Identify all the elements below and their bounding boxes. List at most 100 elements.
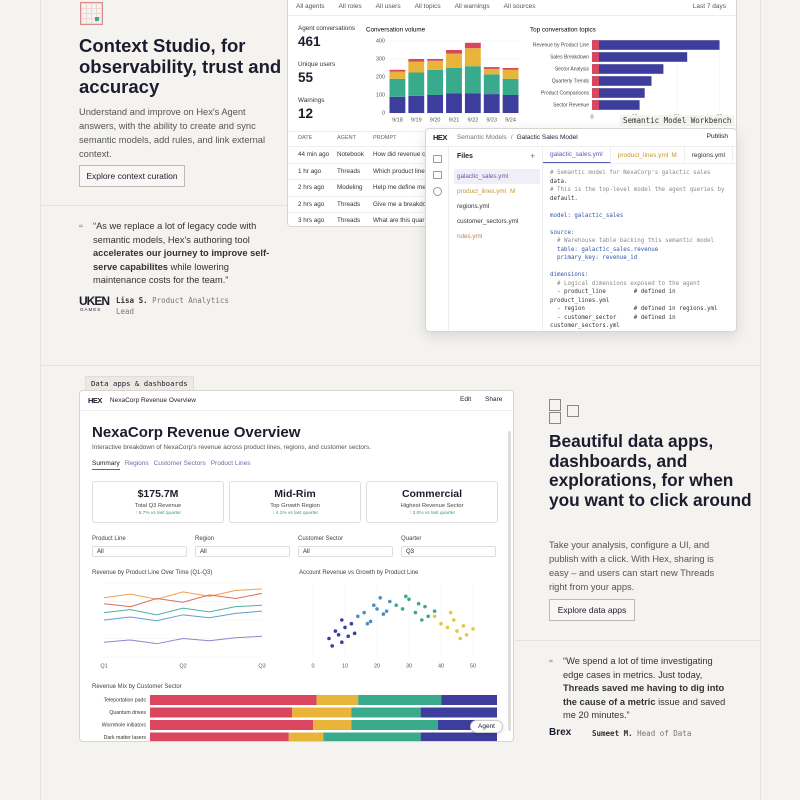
chart-title: Revenue Mix by Customer Sector: [92, 684, 182, 690]
x-tick-label: 20: [374, 663, 380, 669]
bar: [592, 40, 720, 50]
date-range[interactable]: Last 7 days: [692, 3, 726, 10]
bar-segment: [408, 72, 425, 96]
author-name: Lisa S.: [116, 296, 148, 305]
kpi-label: Total Q3 Revenue: [134, 503, 182, 509]
bar-segment: [438, 720, 497, 730]
chart-title: Conversation volume: [366, 27, 426, 34]
bar-segment: [292, 707, 352, 718]
tab[interactable]: Product Lines: [210, 460, 251, 467]
quote-mark: “: [79, 222, 83, 236]
bar-segment: [150, 707, 293, 718]
share-button[interactable]: Share: [485, 396, 503, 403]
kpi-value: Mid-Rim: [274, 488, 316, 500]
code-line: # Warehouse table backing this semantic …: [550, 238, 715, 244]
y-tick-label: 400: [376, 38, 385, 44]
tab[interactable]: product_lines.yml M: [611, 147, 685, 163]
line: [103, 588, 263, 600]
quote-mark: “: [549, 657, 553, 671]
bar-segment: [420, 707, 497, 718]
file[interactable]: rules.yml: [454, 229, 540, 244]
tab[interactable]: regions.yml: [685, 147, 733, 163]
bar-segment: [323, 732, 421, 741]
bar-segment: [389, 69, 406, 72]
add-icon[interactable]: +: [530, 151, 536, 161]
file[interactable]: customer_sectors.yml: [454, 214, 540, 229]
breadcrumb[interactable]: Semantic Models: [456, 134, 507, 141]
bar-segment: [150, 732, 289, 741]
bar-segment: [408, 95, 425, 113]
code-line: - customer_sector # defined in: [550, 314, 676, 321]
filter[interactable]: All users: [375, 3, 401, 10]
select[interactable]: Q3: [401, 546, 496, 557]
button[interactable]: Explore context curation: [79, 165, 185, 187]
point: [340, 618, 344, 622]
tab-name: regions.yml: [691, 151, 725, 159]
publish-button[interactable]: Publish: [706, 133, 728, 140]
file[interactable]: galactic_sales.yml: [454, 169, 540, 184]
breadcrumb-current: Galactic Sales Model: [516, 134, 578, 141]
bar-segment: [446, 53, 462, 68]
filter[interactable]: All sources: [503, 3, 536, 10]
filter[interactable]: All roles: [338, 3, 362, 10]
filter-bar: All agents All roles All users All topics Al…: [296, 3, 535, 10]
file[interactable]: product_lines.yml M: [454, 184, 540, 199]
quote: “As we replace a lot of legacy code with…: [93, 220, 273, 288]
bar-segment: [351, 720, 439, 730]
icon: [549, 412, 561, 424]
filter[interactable]: All agents: [296, 3, 325, 10]
point: [407, 597, 411, 602]
file-name: regions.yml: [457, 203, 490, 210]
app-window: HEX NexaCorp Revenue Overview Edit Share…: [79, 390, 514, 742]
point: [352, 631, 357, 636]
filter-label: Product Line: [92, 536, 126, 542]
filter[interactable]: All topics: [414, 3, 441, 10]
bar-segment: [483, 68, 500, 75]
tab[interactable]: Customer Sectors: [153, 460, 206, 467]
agent-button[interactable]: Agent: [470, 720, 503, 733]
kpi-change: ↑ 3.0% vs last quarter: [408, 511, 456, 516]
table-cell: How did revenue c: [373, 151, 426, 158]
editor-header: HEX Semantic Models / Galactic Sales Mod…: [426, 129, 736, 147]
column-header: AGENT: [337, 135, 356, 141]
point: [413, 610, 418, 615]
point: [349, 621, 354, 626]
chart-title: Revenue by Product Line Over Time (Q1-Q3…: [92, 570, 213, 576]
quote-text: issue and saved me 20 minutes.”: [563, 696, 726, 721]
bar-segment: [427, 95, 444, 113]
bar-segment: [389, 78, 406, 97]
filter[interactable]: All warnings: [454, 3, 490, 10]
point: [464, 633, 469, 637]
file[interactable]: regions.yml: [454, 199, 540, 214]
select[interactable]: All: [298, 546, 393, 557]
tab[interactable]: Regions: [124, 460, 149, 467]
guide-line: [40, 0, 41, 800]
tab[interactable]: galactic_sales.yml: [543, 147, 611, 163]
edit-button[interactable]: Edit: [460, 396, 472, 403]
code-line: dimensions:: [550, 272, 589, 278]
tab[interactable]: Summary: [92, 460, 120, 470]
select[interactable]: All: [92, 546, 187, 557]
y-tick-label: Sales Breakdown: [550, 54, 589, 60]
y-tick-label: Dark matter lasers: [104, 735, 147, 741]
code-gap: [550, 203, 730, 212]
button[interactable]: Explore data apps: [549, 599, 635, 621]
table-cell: Modeling: [337, 184, 363, 191]
select-value: Q3: [406, 549, 415, 555]
bar-accent: [592, 40, 599, 50]
quote-text: “As we replace a lot of legacy code with…: [93, 221, 257, 245]
select[interactable]: All: [195, 546, 290, 557]
y-tick-label: Quantum drives: [109, 710, 146, 716]
divider: [542, 147, 543, 331]
point: [448, 610, 453, 615]
bar-accent: [592, 88, 599, 98]
point: [471, 627, 475, 631]
point: [378, 596, 382, 600]
bar-segment: [441, 695, 497, 705]
x-tick-label: 9/20: [430, 117, 441, 123]
scatter-chart: 0 10 20 30 40 50: [311, 583, 476, 669]
tab-name: galactic_sales.yml: [550, 151, 603, 158]
bar: [592, 76, 652, 86]
app-subtitle: Interactive breakdown of NexaCorp's reve…: [92, 444, 371, 451]
bar-segment: [427, 60, 444, 70]
